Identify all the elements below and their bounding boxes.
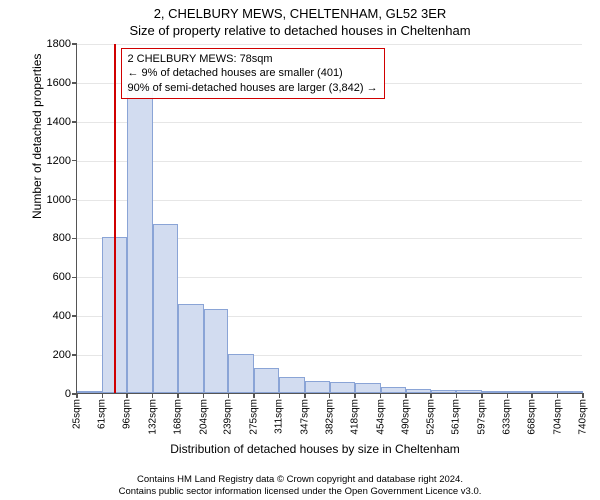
y-tick-label: 1600	[39, 77, 71, 89]
chart-title-address: 2, CHELBURY MEWS, CHELTENHAM, GL52 3ER	[0, 6, 600, 21]
x-tick-label: 633sqm	[502, 399, 513, 435]
y-tick-label: 400	[39, 310, 71, 322]
x-tick-label: 597sqm	[476, 399, 487, 435]
footer-attribution: Contains HM Land Registry data © Crown c…	[0, 474, 600, 498]
x-tick-mark	[531, 393, 533, 398]
x-tick-mark	[177, 393, 179, 398]
x-tick-mark	[304, 393, 306, 398]
histogram-bar	[507, 391, 532, 393]
y-tick-label: 200	[39, 349, 71, 361]
histogram-bar	[228, 354, 253, 393]
x-tick-mark	[102, 393, 104, 398]
y-tick-label: 0	[39, 388, 71, 400]
x-tick-mark	[582, 393, 584, 398]
x-tick-label: 204sqm	[198, 399, 209, 435]
y-tick-label: 600	[39, 271, 71, 283]
x-tick-label: 740sqm	[578, 399, 589, 435]
footer-line1: Contains HM Land Registry data © Crown c…	[0, 474, 600, 486]
x-tick-label: 311sqm	[274, 399, 285, 434]
gridline	[77, 44, 582, 45]
annotation-line-text: 2 CHELBURY MEWS: 78sqm	[128, 52, 378, 66]
x-tick-mark	[380, 393, 382, 398]
chart-title-block: 2, CHELBURY MEWS, CHELTENHAM, GL52 3ER S…	[0, 0, 600, 38]
x-tick-mark	[507, 393, 509, 398]
x-tick-label: 382sqm	[324, 399, 335, 435]
y-tick-mark	[72, 160, 77, 162]
histogram-bar	[279, 377, 304, 393]
x-tick-label: 490sqm	[401, 399, 412, 435]
x-tick-mark	[481, 393, 483, 398]
y-tick-label: 1400	[39, 116, 71, 128]
gridline	[77, 200, 582, 201]
y-tick-mark	[72, 199, 77, 201]
annotation-line-text: 90% of semi-detached houses are larger (…	[128, 81, 378, 95]
x-tick-label: 454sqm	[375, 399, 386, 435]
histogram-bar	[482, 391, 507, 393]
x-tick-mark	[405, 393, 407, 398]
y-tick-mark	[72, 121, 77, 123]
x-tick-mark	[279, 393, 281, 398]
gridline	[77, 122, 582, 123]
histogram-bar	[204, 309, 229, 393]
x-tick-mark	[126, 393, 128, 398]
y-tick-mark	[72, 43, 77, 45]
y-tick-mark	[72, 315, 77, 317]
annotation-box: 2 CHELBURY MEWS: 78sqm← 9% of detached h…	[121, 48, 385, 99]
histogram-bar	[532, 391, 557, 393]
histogram-bar	[355, 383, 380, 393]
x-tick-mark	[430, 393, 432, 398]
histogram-bar	[305, 381, 330, 393]
histogram-bar	[254, 368, 279, 393]
histogram-bar	[330, 382, 355, 393]
x-tick-mark	[152, 393, 154, 398]
x-tick-label: 168sqm	[173, 399, 184, 435]
y-tick-mark	[72, 277, 77, 279]
y-tick-mark	[72, 354, 77, 356]
histogram-bar	[381, 387, 406, 393]
x-tick-mark	[354, 393, 356, 398]
y-tick-label: 1800	[39, 38, 71, 50]
x-tick-label: 96sqm	[122, 399, 133, 429]
histogram-bar	[431, 390, 456, 393]
footer-line2: Contains public sector information licen…	[0, 486, 600, 498]
y-tick-label: 1000	[39, 194, 71, 206]
histogram-bar	[127, 88, 152, 393]
chart-title-subtitle: Size of property relative to detached ho…	[0, 23, 600, 38]
y-tick-mark	[72, 82, 77, 84]
x-tick-label: 704sqm	[552, 399, 563, 435]
y-tick-label: 800	[39, 232, 71, 244]
x-tick-mark	[456, 393, 458, 398]
x-tick-label: 418sqm	[350, 399, 361, 435]
gridline	[77, 161, 582, 162]
x-tick-mark	[253, 393, 255, 398]
x-tick-label: 239sqm	[223, 399, 234, 435]
x-tick-label: 561sqm	[451, 399, 462, 435]
annotation-line-text: ← 9% of detached houses are smaller (401…	[128, 66, 378, 80]
x-axis-label: Distribution of detached houses by size …	[48, 442, 582, 456]
y-tick-mark	[72, 238, 77, 240]
x-tick-mark	[76, 393, 78, 398]
histogram-bar	[178, 304, 203, 393]
x-tick-mark	[203, 393, 205, 398]
x-tick-mark	[557, 393, 559, 398]
x-tick-mark	[329, 393, 331, 398]
histogram-bar	[558, 391, 583, 393]
chart-container: Number of detached properties 0200400600…	[48, 44, 582, 424]
histogram-bar	[456, 390, 481, 393]
annotation-line	[114, 44, 116, 393]
histogram-bar	[406, 389, 431, 393]
x-tick-label: 275sqm	[248, 399, 259, 435]
x-tick-label: 25sqm	[72, 399, 83, 429]
x-tick-label: 61sqm	[97, 399, 108, 429]
x-tick-label: 132sqm	[147, 399, 158, 435]
y-tick-label: 1200	[39, 155, 71, 167]
x-tick-mark	[228, 393, 230, 398]
histogram-bar	[77, 391, 102, 393]
histogram-bar	[153, 224, 178, 393]
x-tick-label: 668sqm	[527, 399, 538, 435]
x-tick-label: 525sqm	[425, 399, 436, 435]
x-tick-label: 347sqm	[299, 399, 310, 435]
plot-area: 02004006008001000120014001600180025sqm61…	[76, 44, 582, 394]
